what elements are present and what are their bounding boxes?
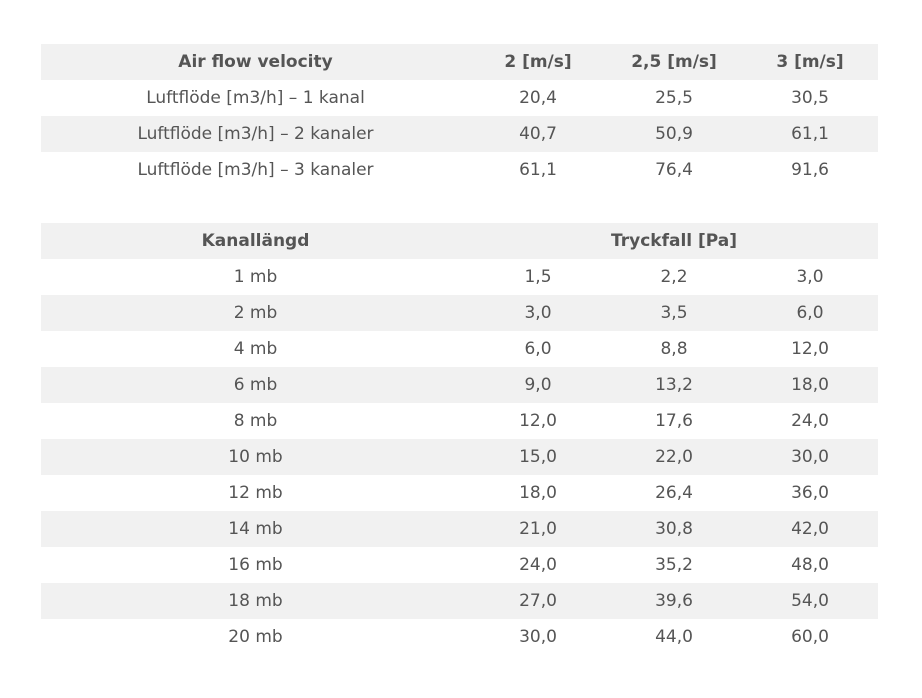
cell: 2,2 bbox=[660, 267, 688, 287]
row: 1 mb 1,5 2,2 3,0 bbox=[41, 259, 878, 295]
cell: 9,0 bbox=[524, 375, 552, 395]
cell: 50,9 bbox=[655, 124, 693, 144]
cell: 18,0 bbox=[791, 375, 829, 395]
cell: 48,0 bbox=[791, 555, 829, 575]
cell: 3,5 bbox=[660, 303, 688, 323]
cell: 3,0 bbox=[524, 303, 552, 323]
cell: 42,0 bbox=[791, 519, 829, 539]
cell: 36,0 bbox=[791, 483, 829, 503]
cell: 8,8 bbox=[660, 339, 688, 359]
cell: 35,2 bbox=[655, 555, 693, 575]
row: 18 mb 27,0 39,6 54,0 bbox=[41, 583, 879, 619]
cell: 15,0 bbox=[519, 447, 557, 467]
row: Luftflöde [m3/h] – 3 kanaler 61,1 76,4 91,6 bbox=[41, 152, 878, 188]
row: 8 mb 12,0 17,6 24,0 bbox=[41, 403, 878, 439]
cell: 91,6 bbox=[791, 160, 829, 180]
cell: 6 mb bbox=[233, 375, 278, 395]
cell: 1 mb bbox=[233, 267, 278, 287]
cell: 1,5 bbox=[524, 267, 552, 287]
header-cell: 2,5 [m/s] bbox=[631, 52, 717, 72]
cell: 25,5 bbox=[655, 88, 693, 108]
row: 10 mb 15,0 22,0 30,0 bbox=[41, 439, 879, 475]
cell: 6,0 bbox=[796, 303, 824, 323]
row: 4 mb 6,0 8,8 12,0 bbox=[41, 331, 878, 367]
cell: 8 mb bbox=[233, 411, 278, 431]
cell: 6,0 bbox=[524, 339, 552, 359]
cell: 44,0 bbox=[655, 627, 693, 647]
row: 14 mb 21,0 30,8 42,0 bbox=[41, 511, 879, 547]
header-cell: Kanallängd bbox=[201, 231, 310, 251]
cell: 26,4 bbox=[655, 483, 693, 503]
cell: 39,6 bbox=[655, 591, 693, 611]
cell: 17,6 bbox=[655, 411, 693, 431]
header-cell: Air flow velocity bbox=[178, 52, 333, 72]
cell: 4 mb bbox=[233, 339, 278, 359]
cell: 40,7 bbox=[519, 124, 557, 144]
cell: 18 mb bbox=[228, 591, 283, 611]
cell: 16 mb bbox=[228, 555, 283, 575]
pressure-drop-table: Kanallängd Tryckfall [Pa] 1 mb 1,5 2,2 3,0 2 m… bbox=[41, 223, 879, 655]
cell: 60,0 bbox=[791, 627, 829, 647]
header-row: Air flow velocity 2 [m/s] 2,5 [m/s] 3 [m/s] bbox=[41, 44, 878, 80]
cell: Luftflöde [m3/h] – 3 kanaler bbox=[137, 160, 374, 180]
cell: 20,4 bbox=[519, 88, 557, 108]
cell: 18,0 bbox=[519, 483, 557, 503]
row: 12 mb 18,0 26,4 36,0 bbox=[41, 475, 878, 511]
cell: 3,0 bbox=[796, 267, 824, 287]
air-flow-table: Air flow velocity 2 [m/s] 2,5 [m/s] 3 [m/s]… bbox=[41, 44, 878, 188]
cell: 24,0 bbox=[519, 555, 557, 575]
cell: 12 mb bbox=[228, 483, 283, 503]
cell: 30,0 bbox=[791, 447, 829, 467]
cell: 14 mb bbox=[228, 519, 283, 539]
cell: 20 mb bbox=[228, 627, 283, 647]
row: 20 mb 30,0 44,0 60,0 bbox=[41, 619, 878, 655]
cell: 12,0 bbox=[519, 411, 557, 431]
row: 2 mb 3,0 3,5 6,0 bbox=[41, 295, 879, 331]
header-row: Kanallängd Tryckfall [Pa] bbox=[41, 223, 879, 259]
header-cell: 2 [m/s] bbox=[504, 52, 572, 72]
header-cell: Tryckfall [Pa] bbox=[611, 231, 738, 251]
cell: 12,0 bbox=[791, 339, 829, 359]
cell: 61,1 bbox=[791, 124, 829, 144]
cell: 2 mb bbox=[233, 303, 278, 323]
row: 16 mb 24,0 35,2 48,0 bbox=[41, 547, 878, 583]
cell: 21,0 bbox=[519, 519, 557, 539]
row: 6 mb 9,0 13,2 18,0 bbox=[41, 367, 879, 403]
row: Luftflöde [m3/h] – 1 kanal 20,4 25,5 30,5 bbox=[41, 80, 878, 116]
cell: 76,4 bbox=[655, 160, 693, 180]
cell: 13,2 bbox=[655, 375, 693, 395]
cell: 30,8 bbox=[655, 519, 693, 539]
header-cell: 3 [m/s] bbox=[776, 52, 844, 72]
cell: Luftflöde [m3/h] – 1 kanal bbox=[146, 88, 365, 108]
cell: 27,0 bbox=[519, 591, 557, 611]
cell: 10 mb bbox=[228, 447, 283, 467]
cell: 30,0 bbox=[519, 627, 557, 647]
cell: Luftflöde [m3/h] – 2 kanaler bbox=[137, 124, 374, 144]
row: Luftflöde [m3/h] – 2 kanaler 40,7 50,9 61,1 bbox=[41, 116, 878, 152]
cell: 24,0 bbox=[791, 411, 829, 431]
cell: 30,5 bbox=[791, 88, 829, 108]
cell: 54,0 bbox=[791, 591, 829, 611]
cell: 61,1 bbox=[519, 160, 557, 180]
cell: 22,0 bbox=[655, 447, 693, 467]
